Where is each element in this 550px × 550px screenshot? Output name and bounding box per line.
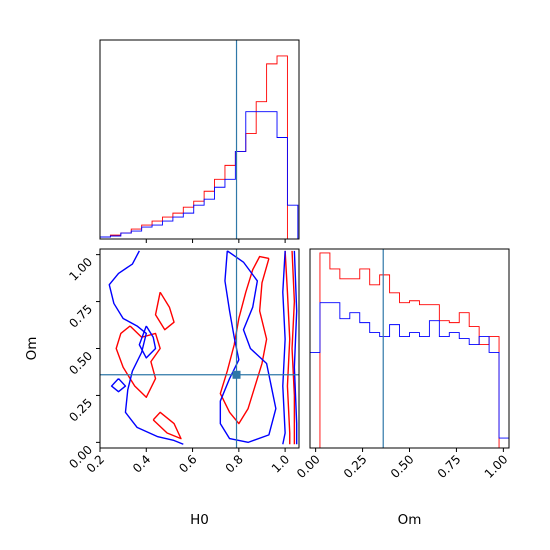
contour-1-1: [293, 250, 298, 445]
om-histogram-line-0: [310, 252, 509, 449]
joint-truth-marker: [232, 370, 241, 379]
joint-x-axis-label: H0: [190, 512, 209, 528]
om-x-axis-label: Om: [398, 512, 422, 528]
contour-1-3: [219, 250, 277, 444]
contour-0-3: [115, 325, 161, 399]
contour-0-4: [152, 411, 182, 440]
om-histogram-line-1: [309, 302, 510, 448]
contour-1-2: [108, 250, 184, 445]
contour-0-2: [219, 255, 270, 425]
contour-1-4: [138, 325, 157, 359]
contour-0-0: [284, 250, 291, 445]
h0-histogram-series: [99, 55, 299, 240]
h0-histogram-line-1: [99, 111, 299, 239]
contour-1-5: [110, 378, 127, 393]
contour-1-0: [282, 250, 286, 445]
om-histogram-series: [309, 252, 510, 449]
joint-contours: [108, 250, 298, 445]
contour-0-1: [291, 250, 296, 445]
h0-histogram-ticks: [145, 239, 286, 243]
h0-histogram-frame: [99, 39, 300, 240]
contour-0-5: [154, 291, 175, 331]
joint-y-axis-label: Om: [24, 337, 40, 361]
h0-histogram-panel: [99, 39, 300, 243]
